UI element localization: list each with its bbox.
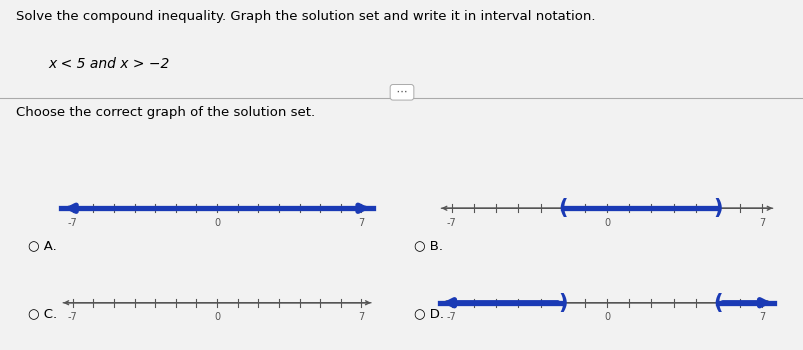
Text: 7: 7 (358, 312, 364, 322)
Text: -7: -7 (446, 218, 456, 228)
Text: x < 5 and x > −2: x < 5 and x > −2 (48, 57, 169, 71)
Text: ⋯: ⋯ (393, 87, 410, 97)
Text: 0: 0 (214, 218, 220, 228)
Text: 0: 0 (603, 312, 609, 322)
Text: ○ B.: ○ B. (414, 239, 442, 252)
Text: (: ( (557, 198, 567, 218)
Text: 0: 0 (214, 312, 220, 322)
Text: ○ D.: ○ D. (414, 307, 443, 320)
Text: -7: -7 (67, 218, 78, 228)
Text: 7: 7 (758, 218, 764, 228)
Text: -7: -7 (446, 312, 456, 322)
Text: ): ) (557, 293, 567, 313)
Text: Choose the correct graph of the solution set.: Choose the correct graph of the solution… (16, 106, 315, 119)
Text: Solve the compound inequality. Graph the solution set and write it in interval n: Solve the compound inequality. Graph the… (16, 10, 595, 23)
Text: 7: 7 (358, 218, 364, 228)
Text: ○ C.: ○ C. (28, 307, 57, 320)
Text: -7: -7 (67, 312, 78, 322)
Text: ): ) (712, 198, 722, 218)
Text: 0: 0 (603, 218, 609, 228)
Text: (: ( (712, 293, 722, 313)
Text: ○ A.: ○ A. (28, 239, 57, 252)
Text: 7: 7 (758, 312, 764, 322)
